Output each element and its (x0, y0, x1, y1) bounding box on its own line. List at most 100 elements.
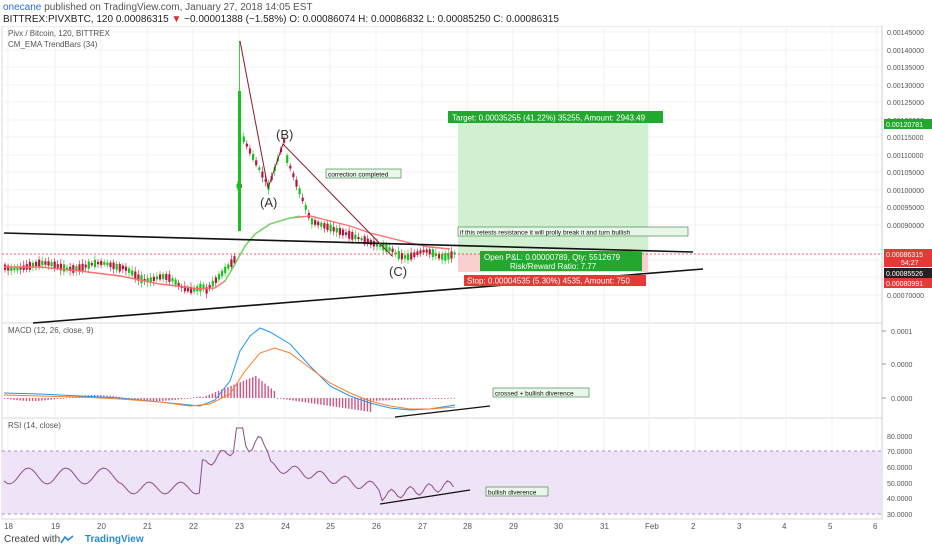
ema-bull-line (224, 215, 301, 282)
macd-bar (400, 398, 403, 400)
macd-bar (112, 396, 114, 398)
time-tick: 26 (372, 522, 381, 531)
macd-bar (16, 398, 18, 401)
footer: Created with TradingView (4, 534, 144, 545)
macd-bar (416, 398, 418, 400)
open-pl-box[interactable] (480, 251, 642, 271)
macd-bar (221, 389, 223, 398)
macd-bar (217, 390, 220, 398)
macd-bar (174, 398, 176, 400)
candle-body (131, 270, 134, 276)
rsi-divergence-line[interactable] (379, 489, 471, 505)
macd-bar (50, 398, 52, 400)
macd-bar (19, 398, 21, 401)
macd-bar (366, 398, 369, 412)
macd-bar (453, 397, 455, 399)
candle-body (283, 139, 286, 143)
candle-body (301, 197, 304, 202)
candle-body (376, 242, 379, 247)
target-label-box[interactable] (448, 111, 663, 123)
candle-body (186, 288, 190, 292)
symbol-info: BITTREX:PIVXBTC, 120 0.00086315 ▼ −0.000… (3, 14, 559, 25)
candle-body (190, 286, 193, 294)
rsi-note-box[interactable] (485, 486, 549, 497)
candle-body (162, 274, 165, 280)
candle-body (366, 238, 369, 245)
time-tick: 18 (4, 522, 13, 531)
macd-bar (59, 398, 62, 399)
macd-bar (47, 398, 49, 401)
candle-body (335, 228, 338, 233)
macd-pane[interactable] (1, 322, 883, 419)
stop-label-box[interactable] (464, 275, 646, 286)
candle-body (407, 253, 410, 261)
candle-body (360, 238, 363, 241)
macd-axis[interactable]: 0.0001 0.0000 0.0000 (882, 329, 913, 403)
stop-price-tag-text: 0.00080991 (886, 281, 923, 288)
macd-bar (140, 398, 142, 401)
time-tick: 20 (97, 522, 106, 531)
candle-body (413, 252, 416, 258)
macd-bar (72, 396, 74, 398)
macd-bar (7, 398, 9, 400)
macd-bar (239, 382, 241, 398)
main-pane-indicator: CM_EMA TrendBars (34) (8, 40, 98, 49)
time-tick: 31 (600, 522, 609, 531)
publish-text: published on TradingView.com, January 27… (44, 2, 313, 13)
time-axis[interactable]: 18 19 20 21 22 23 24 25 26 27 28 29 30 31 Feb 2 3 4 5 6 (4, 522, 878, 531)
candle-body (75, 266, 78, 271)
macd-bar (332, 398, 334, 407)
macd-bar (224, 388, 226, 398)
macd-bar (320, 398, 322, 405)
change-arrow-icon: ▼ (171, 14, 182, 25)
macd-pane-title: MACD (12, 26, close, 9) (8, 326, 94, 335)
rsi-tick: 60.0000 (887, 465, 912, 472)
symbol-label: BITTREX:PIVXBTC, 120 (3, 14, 114, 25)
macd-bar (382, 398, 384, 401)
macd-bar (444, 398, 446, 399)
wave-lines[interactable] (239, 40, 393, 257)
tradingview-brand-link[interactable]: TradingView (84, 534, 144, 545)
macd-bar (407, 398, 409, 400)
time-tick: 28 (463, 522, 472, 531)
macd-bar (199, 396, 201, 398)
candle-body (397, 250, 400, 259)
candle-body (444, 253, 447, 261)
macd-bar (270, 388, 272, 398)
candle-body (248, 148, 252, 154)
price-tick: 0.00090000 (887, 223, 924, 230)
macd-bar (56, 398, 59, 399)
target-price-tag-text: 0.00120781 (886, 122, 923, 129)
candle-body (326, 223, 329, 231)
candle-body (69, 266, 72, 272)
time-tick: 22 (189, 522, 198, 531)
candle-body (202, 284, 205, 289)
candle-body (124, 266, 128, 271)
chart-canvas[interactable]: (A) (B) (C) correction completed if this… (0, 26, 932, 532)
macd-bar (301, 398, 303, 402)
macd-bar (25, 398, 28, 401)
candle-body (286, 155, 289, 163)
current-price-tag (884, 268, 932, 278)
macd-histogram (4, 376, 455, 412)
candle-body (320, 222, 323, 227)
macd-bar (103, 395, 105, 398)
macd-bar (38, 398, 40, 401)
candle-body (137, 274, 140, 281)
macd-divergence-line[interactable] (394, 405, 491, 418)
rsi-line (3, 427, 454, 502)
retest-note-box[interactable] (457, 226, 689, 237)
time-tick: 24 (281, 522, 290, 531)
macd-bar (258, 378, 260, 398)
author-link[interactable]: onecane (3, 2, 42, 13)
main-pane[interactable] (1, 26, 883, 324)
macd-note-box[interactable] (492, 387, 590, 398)
macd-bar (69, 397, 71, 398)
candle-body (118, 264, 121, 272)
resistance-trendline[interactable] (3, 232, 694, 253)
macd-note: crossed + bullish diverence (495, 391, 574, 398)
candle-body (28, 261, 31, 270)
correction-note-box[interactable] (325, 168, 402, 179)
stop-price-tag (884, 278, 932, 288)
rsi-axis[interactable]: 80.0000 70.0000 60.0000 50.0000 40.0000 30.00… (887, 434, 912, 519)
